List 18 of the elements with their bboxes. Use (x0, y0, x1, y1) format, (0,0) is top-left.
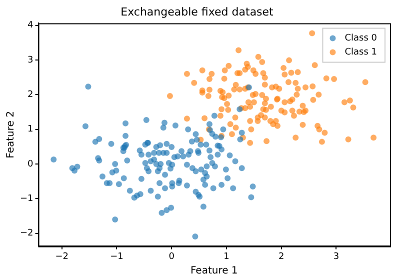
x-tick-label: 1 (224, 252, 230, 262)
x-tick-label: 0 (168, 252, 175, 262)
chart-title: Exchangeable fixed dataset (120, 5, 274, 18)
y-tick-label: 0 (28, 159, 34, 170)
x-tick-label: −1 (110, 252, 124, 262)
y-tick-label: 1 (28, 124, 34, 135)
x-tick-label: −2 (55, 252, 69, 262)
y-tick-label: −2 (20, 228, 34, 239)
legend-label: Class 1 (344, 48, 377, 58)
y-tick-label: 2 (28, 90, 34, 100)
x-tick-label: 2 (278, 252, 284, 262)
y-tick-label: −1 (20, 194, 34, 204)
x-tick-label: 3 (333, 252, 340, 262)
y-axis-title: Feature 2 (6, 111, 17, 158)
y-tick-label: 3 (28, 55, 34, 66)
x-axis-title: Feature 1 (190, 266, 238, 277)
legend-label: Class 0 (344, 34, 378, 44)
y-tick-label: 4 (28, 20, 34, 31)
